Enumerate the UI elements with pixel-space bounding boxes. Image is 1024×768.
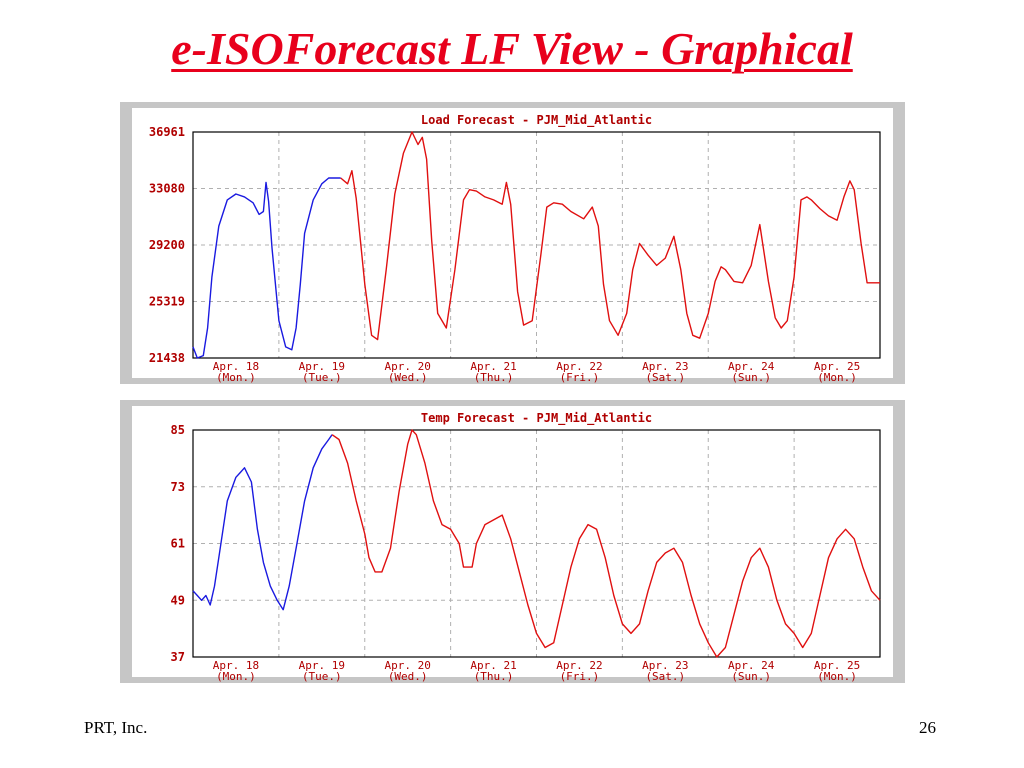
load-forecast-plot: Load Forecast - PJM_Mid_Atlantic 36961 330… bbox=[132, 108, 893, 384]
page-number: 26 bbox=[919, 718, 936, 737]
x-tick-date: Apr. 24 bbox=[728, 360, 775, 373]
x-tick-day: (Mon.) bbox=[817, 371, 857, 384]
y-tick-label: 73 bbox=[171, 480, 185, 494]
x-tick-date: Apr. 19 bbox=[299, 360, 345, 373]
slide-title: e-ISOForecast LF View - Graphical bbox=[171, 23, 853, 74]
history-series-line bbox=[192, 177, 341, 359]
x-tick-date: Apr. 23 bbox=[642, 659, 688, 672]
x-tick-date: Apr. 24 bbox=[728, 659, 775, 672]
x-tick-day: (Tue.) bbox=[302, 371, 342, 384]
x-tick-day: (Mon.) bbox=[817, 670, 857, 683]
chart-title: Temp Forecast - PJM_Mid_Atlantic bbox=[421, 411, 652, 426]
chart-panel bbox=[132, 108, 893, 378]
x-tick-date: Apr. 20 bbox=[385, 659, 431, 672]
x-tick-day: (Fri.) bbox=[560, 670, 600, 683]
x-tick-day: (Mon.) bbox=[216, 670, 256, 683]
y-tick-label: 25319 bbox=[149, 294, 185, 308]
y-tick-label: 37 bbox=[171, 650, 185, 664]
x-tick-day: (Sat.) bbox=[645, 670, 685, 683]
forecast-series-line bbox=[331, 429, 881, 658]
plot-border bbox=[192, 131, 881, 359]
x-tick-date: Apr. 20 bbox=[385, 360, 431, 373]
temp-forecast-plot: Temp Forecast - PJM_Mid_Atlantic 85 73 61 49… bbox=[132, 406, 893, 683]
x-tick-date: Apr. 22 bbox=[556, 659, 602, 672]
x-tick-date: Apr. 19 bbox=[299, 659, 345, 672]
x-tick-date: Apr. 22 bbox=[556, 360, 602, 373]
chart-panel bbox=[132, 406, 893, 677]
x-tick-day: (Sun.) bbox=[731, 670, 771, 683]
x-tick-date: Apr. 21 bbox=[470, 360, 516, 373]
footer-company: PRT, Inc. bbox=[84, 718, 148, 737]
y-tick-label: 36961 bbox=[149, 125, 185, 139]
x-tick-day: (Thu.) bbox=[474, 670, 514, 683]
x-tick-date: Apr. 18 bbox=[213, 659, 259, 672]
y-tick-label: 85 bbox=[171, 423, 185, 437]
x-tick-day: (Mon.) bbox=[216, 371, 256, 384]
x-tick-date: Apr. 25 bbox=[814, 659, 860, 672]
x-tick-date: Apr. 18 bbox=[213, 360, 259, 373]
forecast-series-line bbox=[340, 131, 880, 341]
x-tick-day: (Wed.) bbox=[388, 371, 428, 384]
y-tick-label: 21438 bbox=[149, 351, 185, 365]
x-tick-day: (Tue.) bbox=[302, 670, 342, 683]
y-tick-label: 61 bbox=[171, 537, 185, 551]
load-forecast-chart: Load Forecast - PJM_Mid_Atlantic 36961 330… bbox=[120, 102, 905, 384]
x-tick-day: (Fri.) bbox=[560, 371, 600, 384]
plot-border bbox=[192, 429, 881, 658]
x-tick-date: Apr. 25 bbox=[814, 360, 860, 373]
y-tick-label: 33080 bbox=[149, 182, 185, 196]
x-tick-day: (Sun.) bbox=[731, 371, 771, 384]
x-tick-day: (Sat.) bbox=[645, 371, 685, 384]
x-tick-date: Apr. 23 bbox=[642, 360, 688, 373]
temp-forecast-chart: Temp Forecast - PJM_Mid_Atlantic 85 73 61 49… bbox=[120, 400, 905, 683]
y-tick-label: 29200 bbox=[149, 238, 185, 252]
x-tick-date: Apr. 21 bbox=[470, 659, 516, 672]
history-series-line bbox=[192, 434, 333, 611]
y-tick-label: 49 bbox=[171, 593, 185, 607]
chart-title: Load Forecast - PJM_Mid_Atlantic bbox=[421, 113, 652, 128]
x-tick-day: (Wed.) bbox=[388, 670, 428, 683]
x-tick-day: (Thu.) bbox=[474, 371, 514, 384]
